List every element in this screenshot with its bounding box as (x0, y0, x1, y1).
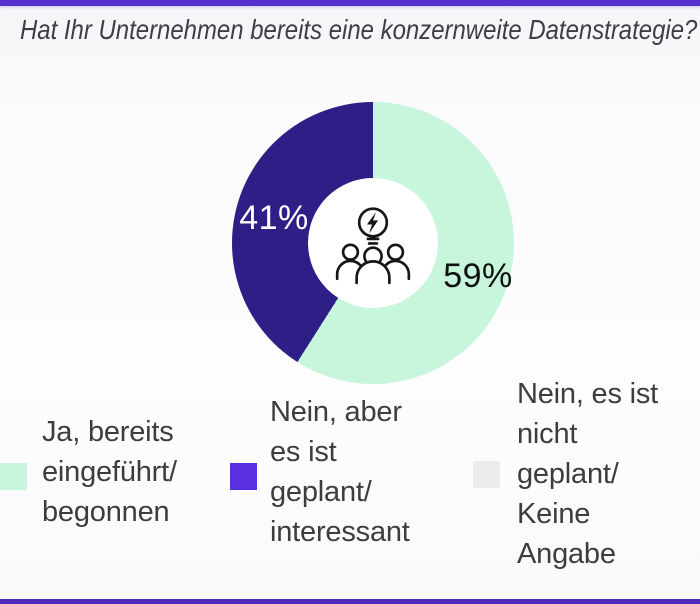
donut-hole (308, 178, 438, 308)
donut-chart (232, 102, 514, 384)
legend-swatch-nein-keine-angabe (473, 461, 500, 488)
legend-label-nein-geplant: Nein, aber es ist geplant/ interessant (270, 396, 410, 548)
bottom-accent-bar (0, 599, 700, 604)
team-idea-lightbulb-icon (335, 207, 411, 285)
chart-title: Hat Ihr Unternehmen bereits eine konzern… (20, 14, 698, 45)
legend-label-ja: Ja, bereits eingeführt/ begonnen (42, 416, 177, 528)
slice-label-59: 59% (443, 257, 513, 295)
slice-label-41: 41% (239, 199, 309, 237)
legend-swatch-ja (0, 463, 27, 490)
legend-label-nein-keine-angabe: Nein, es ist nicht geplant/ Keine Angabe (517, 378, 659, 570)
legend-swatch-nein-geplant (230, 463, 257, 490)
top-accent-bar (0, 0, 700, 6)
